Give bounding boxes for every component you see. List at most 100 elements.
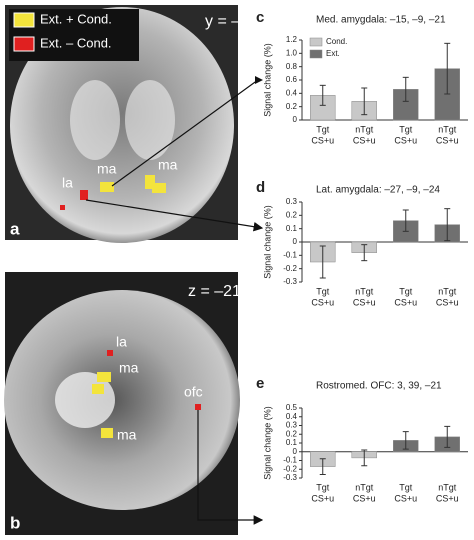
blob	[101, 428, 113, 438]
coord: z = –21	[188, 283, 241, 300]
x-tick-label: CS+u	[394, 297, 417, 307]
region: ma	[119, 360, 139, 376]
y-tick-label: 0.3	[286, 197, 298, 206]
y-axis-label: Signal change (%)	[262, 43, 272, 117]
blob	[80, 190, 88, 200]
y-tick-label: 0.6	[286, 75, 298, 84]
region: la	[62, 175, 73, 191]
blob	[195, 404, 201, 410]
panel-letter: b	[10, 513, 20, 532]
y-tick-label: 0.2	[286, 210, 298, 219]
region: ofc	[184, 384, 203, 400]
region: ma	[97, 161, 117, 177]
x-tick-label: nTgt	[355, 286, 374, 296]
y-tick-label: -0.2	[283, 464, 297, 473]
chart-title: Rostromed. OFC: 3, 39, –21	[316, 381, 442, 392]
y-tick-label: 0.8	[286, 62, 298, 71]
y-tick-label: 0.4	[286, 412, 298, 421]
error-bar	[444, 425, 451, 448]
x-tick-label: nTgt	[355, 124, 374, 134]
legend-label: Ext. – Cond.	[40, 35, 112, 50]
x-tick-label: CS+u	[436, 135, 459, 145]
error-bar	[402, 209, 409, 232]
y-tick-label: 0.1	[286, 224, 298, 233]
error-bar	[444, 42, 451, 95]
legend-swatch	[13, 36, 35, 52]
x-tick-label: Tgt	[316, 124, 330, 134]
y-tick-label: -0.3	[283, 473, 297, 482]
brain	[70, 80, 120, 160]
x-tick-label: CS+u	[436, 297, 459, 307]
x-tick-label: Tgt	[399, 482, 413, 492]
y-tick-label: 0.5	[286, 403, 298, 412]
blob	[97, 372, 111, 382]
y-axis-label: Signal change (%)	[262, 205, 272, 279]
x-tick-label: CS+u	[311, 493, 334, 503]
x-tick-label: CS+u	[436, 493, 459, 503]
brain	[10, 7, 234, 243]
y-tick-label: 0	[293, 447, 298, 456]
blob	[60, 205, 65, 210]
blob	[152, 183, 166, 193]
blob	[100, 182, 114, 192]
y-tick-label: 0.4	[286, 88, 298, 97]
panel-letter: a	[10, 219, 20, 238]
y-tick-label: -0.3	[283, 277, 297, 286]
y-tick-label: 1.0	[286, 48, 298, 57]
x-tick-label: nTgt	[355, 482, 374, 492]
error-bar	[319, 245, 326, 279]
legend-label: Cond.	[326, 37, 347, 46]
y-tick-label: 0.2	[286, 429, 298, 438]
x-tick-label: CS+u	[353, 297, 376, 307]
legend-swatch	[309, 37, 323, 47]
x-tick-label: nTgt	[438, 124, 457, 134]
blob	[92, 384, 104, 394]
x-tick-label: CS+u	[311, 297, 334, 307]
region: la	[116, 334, 127, 350]
x-tick-label: Tgt	[399, 286, 413, 296]
x-tick-label: CS+u	[311, 135, 334, 145]
panel-letter: c	[256, 9, 264, 26]
y-tick-label: -0.1	[283, 250, 297, 259]
blob	[107, 350, 113, 356]
y-tick-label: 0	[293, 115, 298, 124]
error-bar	[402, 431, 409, 450]
x-tick-label: Tgt	[316, 482, 330, 492]
panel-letter: d	[256, 179, 265, 196]
x-tick-label: CS+u	[353, 493, 376, 503]
error-bar	[361, 244, 368, 262]
arrow	[85, 199, 264, 232]
panel-letter: e	[256, 375, 264, 392]
brain	[125, 80, 175, 160]
error-bar	[319, 458, 326, 475]
chart-title: Lat. amygdala: –27, –9, –24	[316, 185, 440, 196]
y-axis-label: Signal change (%)	[262, 406, 272, 480]
legend-swatch	[13, 12, 35, 28]
y-tick-label: -0.2	[283, 264, 297, 273]
legend-swatch	[309, 49, 323, 59]
error-bar	[361, 449, 368, 467]
y-tick-label: 1.2	[286, 35, 298, 44]
brain	[4, 290, 240, 510]
chart-title: Med. amygdala: –15, –9, –21	[316, 15, 446, 26]
error-bar	[319, 84, 326, 106]
y-tick-label: 0.2	[286, 102, 298, 111]
arrow	[197, 410, 264, 525]
blob	[145, 175, 155, 189]
x-tick-label: nTgt	[438, 482, 457, 492]
x-tick-label: CS+u	[394, 493, 417, 503]
x-tick-label: CS+u	[353, 135, 376, 145]
error-bar	[402, 76, 409, 102]
x-tick-label: Tgt	[399, 124, 413, 134]
y-tick-label: 0	[293, 237, 298, 246]
y-tick-label: 0.1	[286, 438, 298, 447]
arrow	[111, 79, 259, 187]
region: ma	[158, 157, 178, 173]
x-tick-label: Tgt	[316, 286, 330, 296]
error-bar	[444, 208, 451, 242]
coord: y = –9	[205, 13, 249, 30]
legend-label: Ext. + Cond.	[40, 11, 112, 26]
x-tick-label: nTgt	[438, 286, 457, 296]
legend-label: Ext.	[326, 49, 340, 58]
